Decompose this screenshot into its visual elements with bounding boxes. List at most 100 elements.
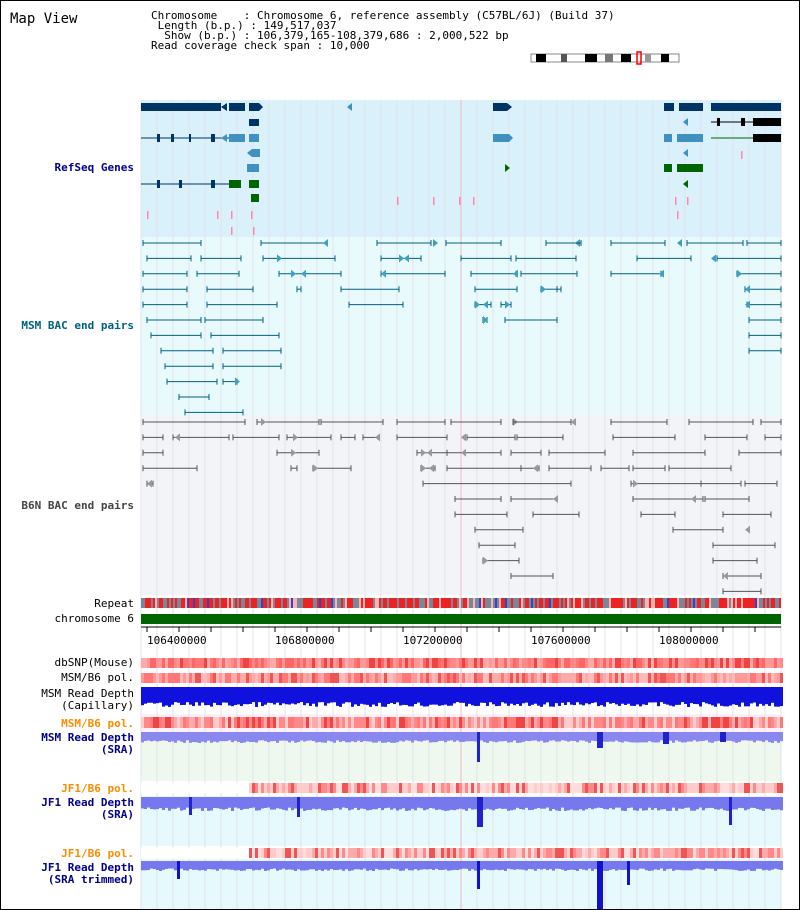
bac-end-marker <box>429 464 434 473</box>
bac-end-marker <box>291 448 296 457</box>
bac-end-marker <box>737 269 742 278</box>
msm-sra-depth-bars[interactable] <box>141 732 783 762</box>
jf1-trimmed-label-line1: JF1 Read Depth <box>41 861 134 874</box>
length-value: 149,517,037 <box>263 19 337 32</box>
length-key: Length (b.p.) <box>157 19 244 32</box>
jf1-sra-depth-bars[interactable] <box>141 797 783 827</box>
bac-end-marker <box>533 464 538 473</box>
jf1-trimmed-depth-bars[interactable] <box>141 861 783 909</box>
bac-end-marker <box>381 269 386 278</box>
bac-end-marker <box>293 433 298 442</box>
jf1-b6-pol2-label[interactable]: JF1/B6 pol. <box>61 847 134 860</box>
bac-end-marker <box>433 239 438 247</box>
msm-sra-label-line1: MSM Read Depth <box>41 731 134 744</box>
msm-bac-end-pairs[interactable] <box>142 239 782 416</box>
bac-end-marker <box>745 525 750 534</box>
jf1-trimmed-label[interactable]: JF1 Read Depth (SRA trimmed) <box>41 862 134 886</box>
jf1-b6-pol2-heatmap[interactable] <box>141 848 783 858</box>
jf1-sra-label-line1: JF1 Read Depth <box>41 796 134 809</box>
bac-end-marker <box>427 448 432 457</box>
bac-end-marker <box>505 300 510 309</box>
bac-end-marker <box>313 464 318 473</box>
axis-tick-label: 106800000 <box>275 634 335 647</box>
jf1-b6-pol-heatmap[interactable] <box>141 783 783 793</box>
chromosome-value: Chromosome 6, reference assembly (C57BL/… <box>256 9 615 22</box>
bac-end-marker <box>421 464 426 473</box>
position-axis <box>141 626 781 632</box>
bac-end-marker <box>723 572 728 580</box>
bac-end-marker <box>541 285 546 294</box>
bac-end-marker <box>745 285 750 294</box>
b6n-bac-label[interactable]: B6N BAC end pairs <box>21 499 134 512</box>
bac-end-marker <box>633 479 638 488</box>
region-info: Chromosome : Chromosome 6, reference ass… <box>151 9 615 52</box>
chromosome-ideogram[interactable] <box>530 51 680 65</box>
bac-end-marker <box>235 377 240 386</box>
bac-end-marker <box>553 495 558 503</box>
msm-capillary-label-line2: (Capillary) <box>61 699 134 712</box>
msm-sra-label-line2: (SRA) <box>100 743 134 756</box>
bac-end-marker <box>375 433 380 442</box>
chromosome-bar[interactable] <box>141 614 781 624</box>
bac-end-marker <box>277 254 282 263</box>
repeat-label[interactable]: Repeat <box>94 597 134 610</box>
bac-end-marker <box>399 254 404 263</box>
bac-end-marker <box>483 316 488 324</box>
msm-capillary-depth-bars[interactable] <box>141 687 783 707</box>
axis-tick-label: 107600000 <box>531 634 591 647</box>
show-value: 106,379,165-108,379,686 : 2,000,522 bp <box>256 29 509 42</box>
bac-end-marker <box>659 269 664 278</box>
msm-capillary-label-line1: MSM Read Depth <box>41 687 134 700</box>
msm-capillary-label[interactable]: MSM Read Depth (Capillary) <box>41 688 134 712</box>
msm-bac-label[interactable]: MSM BAC end pairs <box>21 319 134 332</box>
msm-b6-pol2-label[interactable]: MSM/B6 pol. <box>61 717 134 730</box>
chromosome-label[interactable]: chromosome 6 <box>54 612 134 625</box>
ideogram-region-marker <box>636 51 642 65</box>
bac-end-marker <box>571 418 576 426</box>
map-title: Map View <box>10 11 78 27</box>
bac-end-marker <box>421 448 426 457</box>
bac-end-marker <box>483 556 488 565</box>
bac-end-marker <box>711 254 716 263</box>
axis-tick-label: 108000000 <box>659 634 719 647</box>
grid-lines <box>140 100 782 909</box>
msm-b6-pol-heatmap[interactable] <box>141 673 783 683</box>
bac-end-marker <box>291 269 296 278</box>
bac-end-marker <box>404 254 409 263</box>
jf1-sra-label[interactable]: JF1 Read Depth (SRA) <box>41 797 134 821</box>
bac-end-marker <box>691 495 696 503</box>
dbsnp-label[interactable]: dbSNP(Mouse) <box>54 656 134 669</box>
show-key: Show (b.p.) <box>164 29 238 42</box>
bac-end-marker <box>301 269 306 278</box>
bac-end-marker <box>461 433 466 442</box>
bac-end-marker <box>513 269 518 278</box>
msm-b6-pol2-heatmap[interactable] <box>141 717 783 728</box>
bac-end-marker <box>261 418 266 426</box>
bac-end-marker <box>323 239 328 247</box>
b6n-bac-end-pairs[interactable] <box>142 418 782 595</box>
axis-tick-label: 106400000 <box>147 634 207 647</box>
bac-end-marker <box>175 433 180 442</box>
msm-sra-label[interactable]: MSM Read Depth (SRA) <box>41 732 134 756</box>
repeat-track[interactable] <box>141 598 781 608</box>
chromosome-key: Chromosome <box>151 9 218 22</box>
bac-end-marker <box>745 300 750 309</box>
dbsnp-heatmap[interactable] <box>141 658 783 668</box>
refseq-gene-models[interactable] <box>141 103 781 202</box>
bac-end-marker <box>475 300 480 309</box>
bac-end-marker <box>461 448 466 457</box>
axis-tick-label: 107200000 <box>403 634 463 647</box>
refseq-genes-label[interactable]: RefSeq Genes <box>54 161 134 174</box>
coverage-key: Read coverage check span <box>151 39 310 52</box>
jf1-b6-pol-label[interactable]: JF1/B6 pol. <box>61 782 134 795</box>
coverage-value: 10,000 <box>329 39 370 52</box>
bac-end-marker <box>147 479 152 488</box>
bac-end-marker <box>677 239 682 247</box>
jf1-sra-label-line2: (SRA) <box>100 808 134 821</box>
msm-b6-pol-label[interactable]: MSM/B6 pol. <box>61 671 134 684</box>
jf1-trimmed-label-line2: (SRA trimmed) <box>47 873 134 886</box>
bac-end-marker <box>483 300 488 309</box>
refseq-minor-marks <box>147 151 743 235</box>
